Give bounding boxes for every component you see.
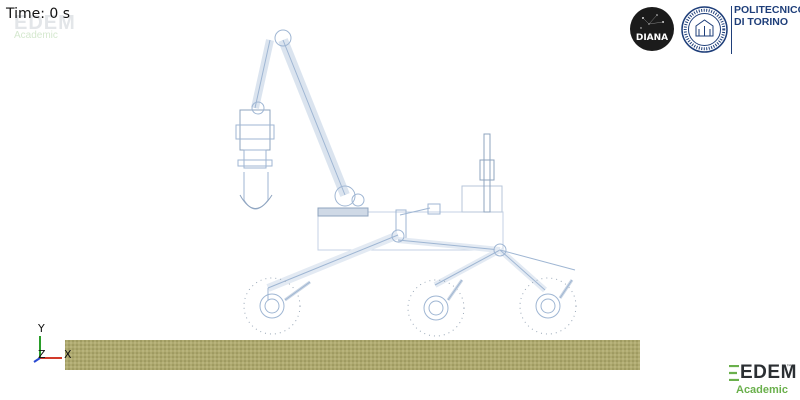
axis-label-y: Y [38, 322, 45, 335]
edem-logo-tm: ™ [786, 364, 792, 371]
polito-line-1: POLITECNICO [734, 4, 800, 16]
polito-seal-icon [681, 6, 728, 53]
edem-logo-brand: EDEM [740, 362, 797, 383]
axis-label-x: X [64, 348, 72, 361]
axis-triad-icon [33, 336, 62, 363]
watermark-tier: Academic [14, 30, 58, 41]
edem-logo-tier: Academic [736, 384, 788, 396]
diana-logo-text: DIANA [636, 33, 668, 43]
time-readout: Time: 0 s [6, 6, 71, 22]
soil-bed [65, 340, 640, 370]
polito-wordmark: POLITECNICO DI TORINO [734, 4, 800, 28]
edem-logo-icon: EDEM ™ Academic [726, 362, 798, 398]
polito-line-2: DI TORINO [734, 16, 789, 28]
rover-model [235, 29, 577, 337]
diana-logo-icon: DIANA [630, 7, 674, 51]
edem-mark-icon [729, 365, 739, 381]
watermark-brand: EDEM [14, 12, 76, 34]
polito-divider [731, 6, 732, 54]
axis-label-z: Z [38, 348, 46, 361]
